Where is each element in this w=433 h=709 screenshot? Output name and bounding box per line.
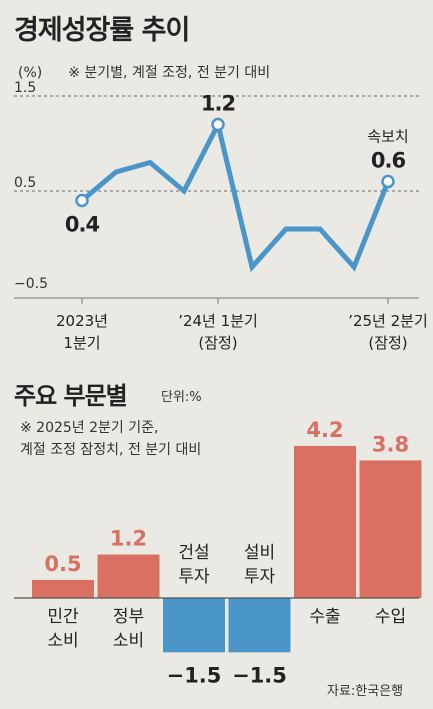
bar-value-label: −1.5 [167,663,222,687]
bar-value-label: −1.5 [232,663,287,687]
bar-4 [294,445,356,598]
x-tick-label: (잠정) [368,334,407,352]
chart2-title: 주요 부문별 [14,382,128,410]
bar-3 [228,598,291,653]
category-label: 수출 [309,607,340,627]
bar-value-label: 1.2 [110,527,147,551]
y-tick-label: −0.5 [14,276,48,292]
source-label: 자료:한국은행 [327,684,404,699]
category-label: 투자 [244,567,276,587]
y-tick-label: 1.5 [14,80,36,96]
chart1-title: 경제성장률 추이 [14,15,190,46]
data-label: 1.2 [201,92,235,116]
category-label: 건설 [178,543,209,563]
category-label: 소비 [47,631,78,651]
data-point-marker [381,174,395,189]
data-point-marker [75,193,89,208]
bar-value-label: 3.8 [372,432,409,456]
growth-series-line [80,117,391,273]
bar-1 [97,554,160,598]
bar-value-label: 0.5 [44,552,81,576]
category-label: 민간 [47,607,79,627]
chart2-unit: 단위:% [161,390,202,405]
x-tick-label: ’25년 2분기 [348,312,428,330]
category-label: 소비 [113,631,144,651]
data-label-prefix: 속보치 [367,128,408,146]
chart1-unit: (%) [18,65,43,81]
data-label: 0.6 [371,149,406,173]
category-label: 수입 [375,607,406,627]
x-tick-label: 2023년 [56,312,108,330]
bar-0 [32,579,94,598]
chart2-note: ※ 2025년 2분기 기준, 계절 조정 잠정치, 전 분기 대비 [20,420,202,458]
category-label: 투자 [178,567,210,587]
chart1-subtitle: (%) ※ 분기별, 계절 조정, 전 분기 대비 [18,62,270,82]
data-label: 0.4 [65,213,100,237]
data-point-marker [211,117,225,132]
category-label: 설비 [244,543,275,563]
x-tick-label: ’24년 1분기 [178,312,258,330]
y-tick-label: 0.5 [14,175,36,191]
chart1-note: ※ 분기별, 계절 조정, 전 분기 대비 [68,65,271,81]
growth-line-chart: 1.5 0.5 −0.5 2023년 1분기 ’24년 1분기 (잠정) ’25년 2분기 (잠… [14,80,428,352]
x-tick-label: (잠정) [198,334,237,352]
bar-value-label: 4.2 [306,418,343,442]
x-tick-label: 1분기 [63,334,100,352]
bar-5 [359,460,422,598]
bar-2 [163,598,225,653]
category-label: 정부 [113,607,144,627]
